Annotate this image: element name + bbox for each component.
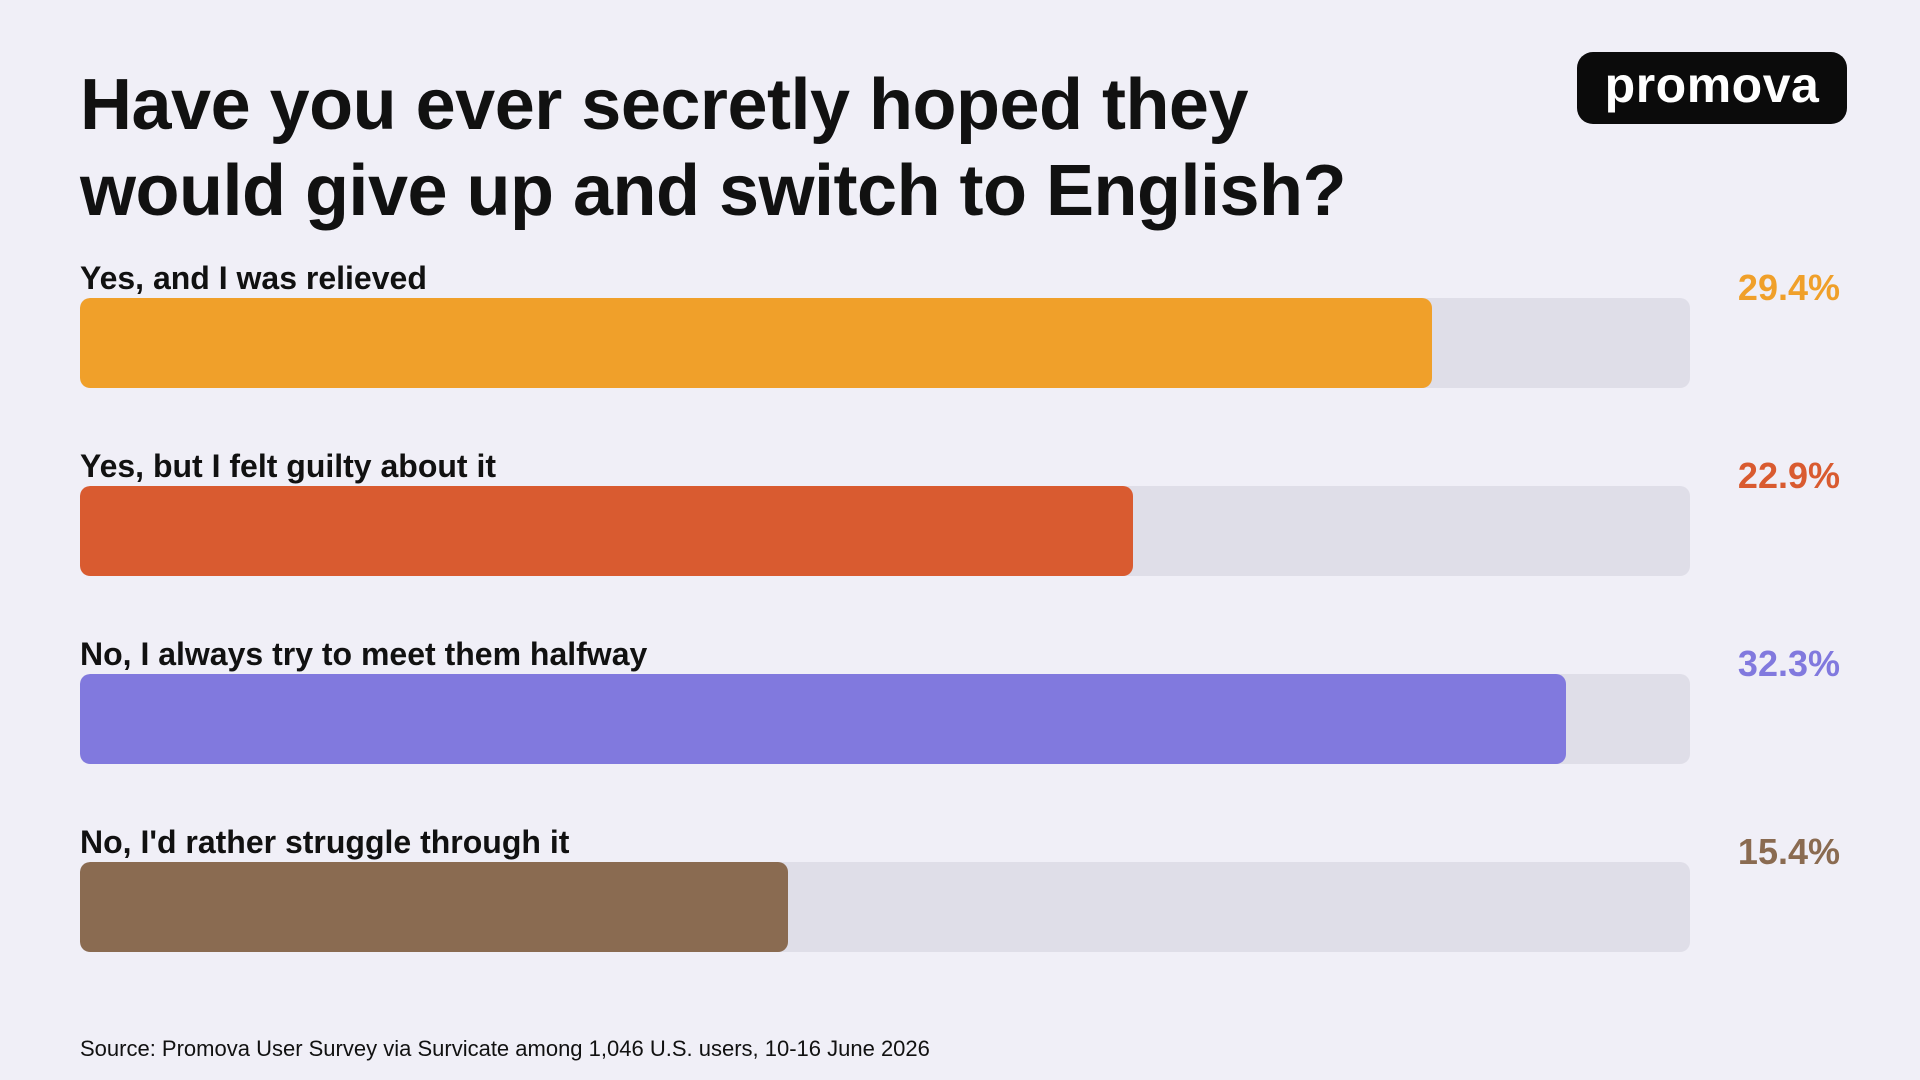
bar-track <box>80 486 1690 576</box>
bar-category-label: Yes, and I was relieved <box>80 260 427 296</box>
promova-logo: promova <box>1577 52 1847 124</box>
logo-text: promova <box>1604 57 1820 113</box>
bar-track <box>80 862 1690 952</box>
bar-category-label: No, I'd rather struggle through it <box>80 824 570 860</box>
bar-category-label: Yes, but I felt guilty about it <box>80 448 497 484</box>
bar-chart: Yes, and I was relieved 29.4% Yes, but I f… <box>80 258 1840 952</box>
bar-value-label: 15.4% <box>1737 831 1840 872</box>
bar-row: No, I'd rather struggle through it 15.4% <box>80 822 1840 952</box>
bar-value-label: 22.9% <box>1737 455 1840 496</box>
bar-category-label: No, I always try to meet them halfway <box>80 636 648 672</box>
bar-row: No, I always try to meet them halfway 32.… <box>80 634 1840 764</box>
bar-row: Yes, and I was relieved 29.4% <box>80 258 1840 388</box>
bar-track <box>80 298 1690 388</box>
bar-value-label: 29.4% <box>1737 267 1840 308</box>
bar-row: Yes, but I felt guilty about it 22.9% <box>80 446 1840 576</box>
bar <box>80 298 1432 388</box>
bar-value-label: 32.3% <box>1737 643 1840 684</box>
page-title: Have you ever secretly hoped they would … <box>80 65 1347 231</box>
bar <box>80 486 1133 576</box>
bar <box>80 862 788 952</box>
source-note: Source: Promova User Survey via Survicat… <box>80 1036 930 1061</box>
bar-track <box>80 674 1690 764</box>
bar <box>80 674 1566 764</box>
